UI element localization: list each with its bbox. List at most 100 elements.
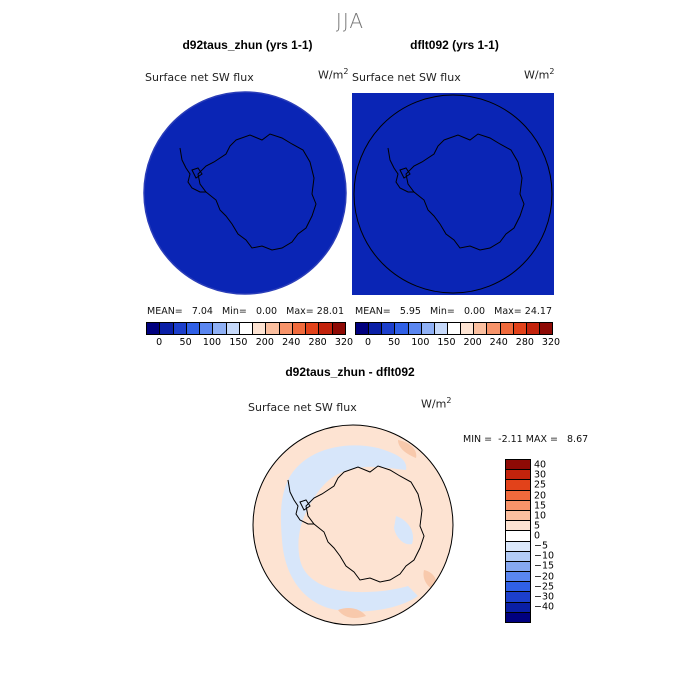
diff-panel-map (252, 424, 454, 626)
panel-2-stats: MEAN= 5.95 Min= 0.00 Max= 24.17 (355, 306, 552, 317)
colorbar-swatch (382, 323, 396, 334)
panel-2-map (352, 93, 554, 295)
colorbar-tick-label: 50 (179, 337, 192, 348)
panel-2-colorbar-ticks: 0 50 100 150 200 240 280 320 (355, 337, 560, 349)
colorbar-tick-label: 320 (541, 337, 561, 348)
panel-2-antarctica-outline (387, 133, 525, 251)
colorbar-swatch (526, 323, 540, 334)
diff-colorbar-ticks: 40 30 25 20 15 10 5 0 −5 −10 −15 −20 −25 −30 −40 (534, 459, 574, 621)
diff-antarctica-outline (287, 465, 425, 583)
colorbar-swatch (506, 510, 530, 522)
colorbar-swatch (147, 323, 161, 334)
colorbar-tick-label: −5 (534, 540, 549, 552)
diff-panel-units: W/m2 (421, 396, 452, 411)
colorbar-swatch (474, 323, 488, 334)
colorbar-tick-label: 320 (334, 337, 354, 348)
colorbar-swatch (506, 582, 530, 593)
panel-1-field-disk (143, 91, 347, 295)
colorbar-swatch (239, 323, 254, 334)
colorbar-swatch (500, 323, 514, 334)
colorbar-tick-label: 280 (515, 337, 534, 348)
colorbar-tick-label: 5 (534, 520, 541, 532)
colorbar-swatch (506, 592, 530, 603)
colorbar-tick-label: 20 (534, 490, 547, 501)
colorbar-tick-label: 0 (156, 337, 163, 348)
panel-2-field-square (352, 93, 554, 295)
colorbar-swatch (506, 480, 530, 491)
colorbar-swatch (461, 323, 475, 334)
colorbar-tick-label: 25 (534, 479, 547, 491)
colorbar-swatch (319, 323, 333, 334)
colorbar-swatch (434, 323, 448, 334)
panel-1-variable: Surface net SW flux (145, 71, 254, 84)
panel-1-colorbar-ticks: 0 50 100 150 200 240 280 320 (146, 337, 353, 349)
colorbar-swatch (506, 460, 530, 471)
colorbar-tick-label: 200 (255, 337, 274, 348)
colorbar-swatch (506, 521, 530, 532)
colorbar-tick-label: −30 (534, 591, 555, 603)
colorbar-tick-label: 280 (308, 337, 327, 348)
panel-2-units: W/m2 (524, 67, 555, 82)
colorbar-tick-label: 40 (534, 459, 547, 471)
colorbar-tick-label: 30 (534, 469, 547, 481)
panel-1-stats: MEAN= 7.04 Min= 0.00 Max= 28.01 (147, 306, 344, 317)
colorbar-tick-label: 0 (534, 530, 541, 542)
colorbar-tick-label: −15 (534, 560, 555, 572)
colorbar-tick-label: 0 (365, 337, 372, 348)
panel-2-colorbar (355, 322, 553, 335)
colorbar-swatch (306, 323, 320, 334)
colorbar-swatch (506, 541, 530, 552)
panel-1-map (143, 91, 347, 295)
panel-1-antarctica-outline (179, 133, 317, 251)
colorbar-tick-label: 150 (229, 337, 248, 348)
colorbar-tick-label: 240 (282, 337, 301, 348)
diff-field (253, 425, 453, 625)
colorbar-swatch (408, 323, 422, 334)
panel-2-title: dflt092 (yrs 1-1) (410, 38, 499, 52)
diff-panel-title: d92taus_zhun - dflt092 (285, 365, 415, 379)
colorbar-swatch (506, 612, 530, 622)
colorbar-swatch (506, 551, 530, 562)
colorbar-swatch (266, 323, 280, 334)
colorbar-swatch (513, 323, 527, 334)
colorbar-tick-label: −40 (534, 601, 555, 613)
colorbar-swatch (332, 323, 345, 334)
colorbar-tick-label: 150 (437, 337, 456, 348)
colorbar-tick-label: −10 (534, 550, 555, 562)
colorbar-swatch (173, 323, 187, 334)
diff-colorbar (505, 459, 531, 623)
colorbar-swatch (356, 323, 370, 334)
colorbar-swatch (369, 323, 383, 334)
colorbar-swatch (186, 323, 201, 334)
colorbar-tick-label: 200 (463, 337, 482, 348)
colorbar-tick-label: 100 (411, 337, 430, 348)
panel-2-projection-circle (353, 94, 553, 294)
colorbar-swatch (487, 323, 501, 334)
colorbar-swatch (506, 500, 530, 511)
colorbar-swatch (506, 602, 530, 613)
colorbar-swatch (253, 323, 267, 334)
colorbar-swatch (506, 572, 530, 583)
panel-2-variable: Surface net SW flux (352, 71, 461, 84)
colorbar-tick-label: −20 (534, 571, 555, 582)
panel-1-title: d92taus_zhun (yrs 1-1) (182, 38, 313, 52)
colorbar-swatch (506, 561, 530, 573)
colorbar-tick-label: 100 (202, 337, 222, 348)
colorbar-tick-label: −25 (534, 581, 555, 593)
season-title: JJA (335, 9, 365, 33)
colorbar-swatch (421, 323, 435, 334)
colorbar-swatch (160, 323, 174, 334)
colorbar-swatch (226, 323, 240, 334)
colorbar-tick-label: 240 (489, 337, 508, 348)
colorbar-swatch (292, 323, 307, 334)
colorbar-swatch (447, 323, 462, 334)
colorbar-swatch (395, 323, 409, 334)
colorbar-swatch (200, 323, 214, 334)
colorbar-swatch (279, 323, 293, 334)
diff-panel-stats: MIN = -2.11 MAX = 8.67 (463, 434, 589, 445)
colorbar-swatch (506, 490, 530, 501)
colorbar-swatch (506, 470, 530, 481)
colorbar-swatch (539, 323, 553, 334)
colorbar-tick-label: 15 (534, 500, 547, 512)
colorbar-swatch (506, 531, 530, 542)
